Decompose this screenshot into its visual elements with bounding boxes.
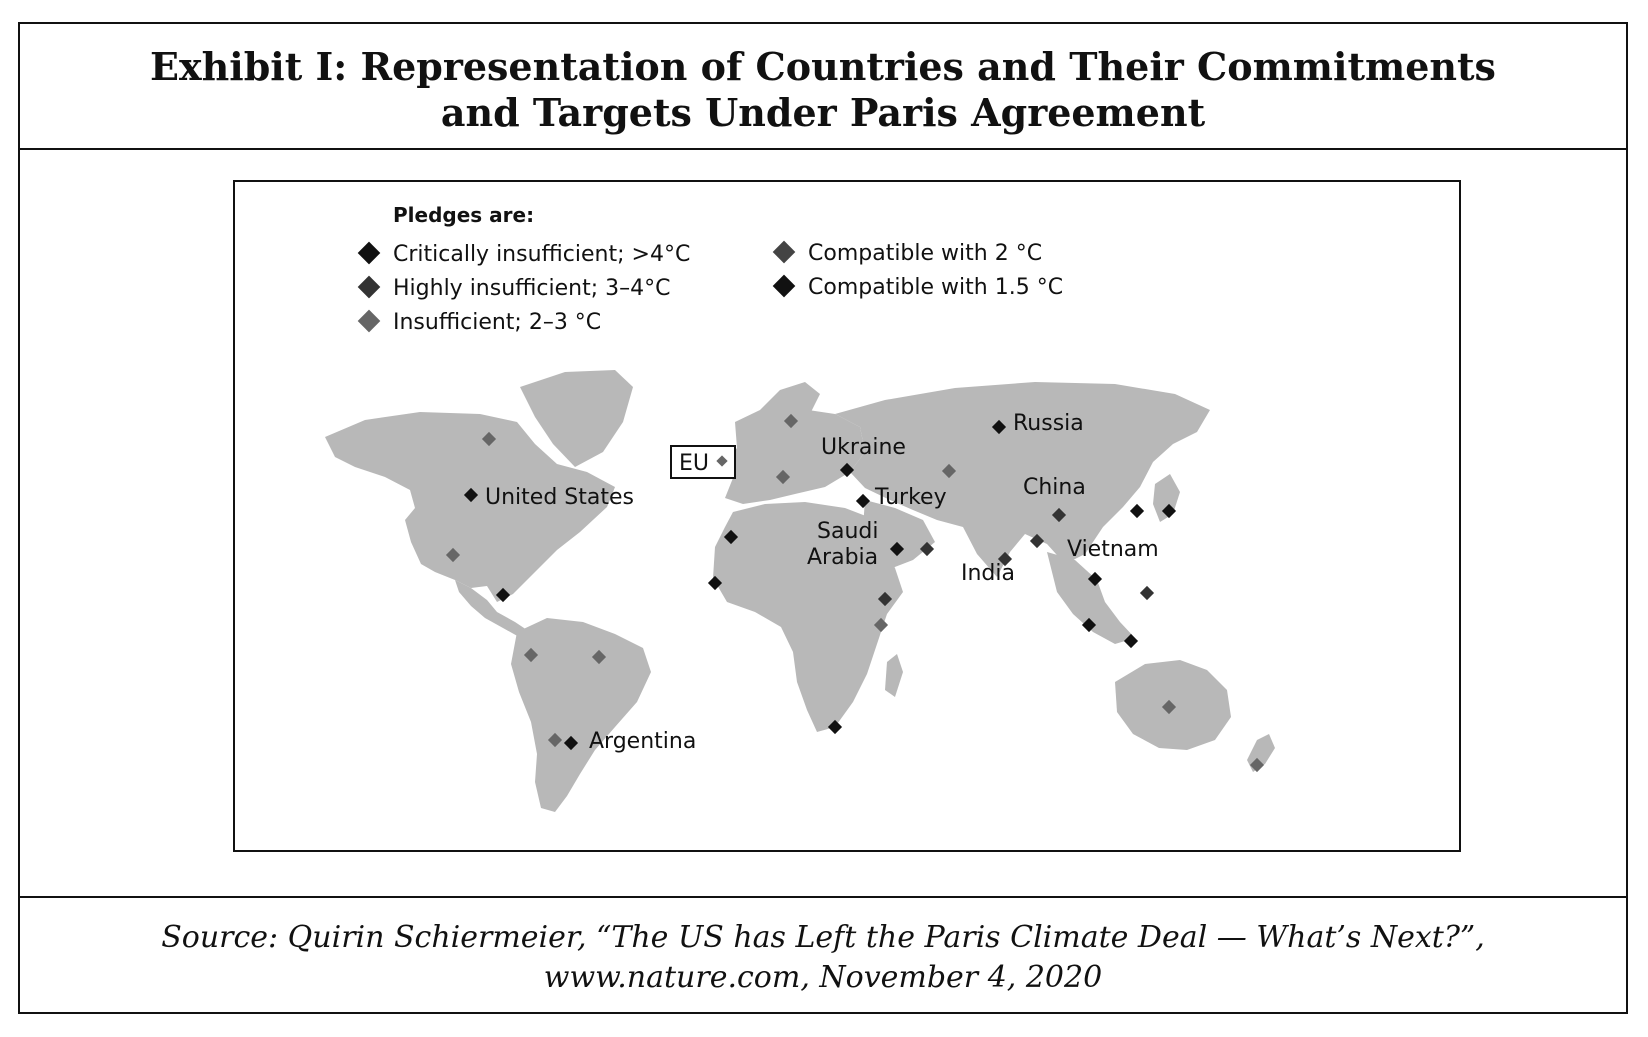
legend-label-compatible-2c: Compatible with 2 °C bbox=[808, 241, 1042, 266]
map-panel: Pledges are: Critically insufficient; >4… bbox=[233, 180, 1461, 852]
marker-indonesia bbox=[1123, 633, 1139, 649]
label-turkey: Turkey bbox=[874, 485, 947, 510]
marker-india bbox=[997, 551, 1013, 567]
marker-mexico bbox=[445, 547, 461, 563]
marker-morocco bbox=[723, 529, 739, 545]
marker-united-states bbox=[463, 487, 479, 503]
landmass-africa bbox=[713, 502, 903, 732]
source-citation-line-1: Source: Quirin Schiermeier, “The US has … bbox=[161, 920, 1485, 955]
marker-brazil bbox=[591, 649, 607, 665]
marker-japan bbox=[1161, 503, 1177, 519]
exhibit-title-box: Exhibit I: Representation of Countries a… bbox=[20, 24, 1626, 150]
source-box: Source: Quirin Schiermeier, “The US has … bbox=[20, 898, 1626, 1014]
marker-kazakhstan bbox=[941, 463, 957, 479]
label-china: China bbox=[1023, 475, 1086, 500]
legend-label-compatible-1-5c: Compatible with 1.5 °C bbox=[808, 275, 1063, 300]
figure-area: Pledges are: Critically insufficient; >4… bbox=[20, 150, 1626, 898]
marker-new-zealand bbox=[1249, 757, 1265, 773]
legend-marker-critically-insufficient bbox=[357, 241, 381, 265]
label-saudi-arabia-line-2: Arabia bbox=[807, 545, 878, 570]
marker-norway bbox=[783, 413, 799, 429]
legend-marker-compatible-2c bbox=[772, 240, 796, 264]
marker-iran bbox=[919, 541, 935, 557]
legend-marker-compatible-1-5c bbox=[772, 274, 796, 298]
marker-peru bbox=[523, 647, 539, 663]
marker-chile bbox=[547, 732, 563, 748]
marker-canada bbox=[481, 431, 497, 447]
landmass-north-america bbox=[325, 412, 615, 602]
legend-label-highly-insufficient: Highly insufficient; 3–4°C bbox=[393, 276, 671, 301]
marker-singapore bbox=[1081, 617, 1097, 633]
legend-marker-highly-insufficient bbox=[357, 275, 381, 299]
label-india: India bbox=[961, 561, 1015, 586]
exhibit-title-line-1: Exhibit I: Representation of Countries a… bbox=[150, 44, 1496, 89]
exhibit-frame: Exhibit I: Representation of Countries a… bbox=[18, 22, 1628, 1014]
world-map: Pledges are: Critically insufficient; >4… bbox=[325, 203, 1275, 812]
pledge-markers bbox=[445, 413, 1265, 773]
label-saudi-arabia-line-1: Saudi bbox=[817, 519, 878, 544]
exhibit-title-line-2: and Targets Under Paris Agreement bbox=[440, 90, 1206, 135]
label-vietnam: Vietnam bbox=[1067, 537, 1159, 562]
marker-ukraine bbox=[839, 462, 855, 478]
landmass-greenland bbox=[520, 370, 633, 467]
marker-russia bbox=[991, 419, 1007, 435]
marker-costa-rica bbox=[495, 587, 511, 603]
legend-heading: Pledges are: bbox=[393, 203, 534, 227]
marker-kenya bbox=[873, 617, 889, 633]
landmass-scandinavia bbox=[760, 382, 820, 418]
marker-korea bbox=[1129, 503, 1145, 519]
label-united-states: United States bbox=[485, 485, 634, 510]
marker-eu bbox=[716, 455, 728, 467]
marker-gambia bbox=[707, 575, 723, 591]
marker-turkey bbox=[855, 493, 871, 509]
marker-ethiopia bbox=[877, 591, 893, 607]
marker-china bbox=[1051, 507, 1067, 523]
marker-saudi-arabia bbox=[889, 541, 905, 557]
continents bbox=[325, 370, 1275, 812]
marker-vietnam bbox=[1087, 571, 1103, 587]
label-argentina: Argentina bbox=[589, 729, 696, 754]
landmass-south-america bbox=[511, 618, 651, 812]
landmass-central-america bbox=[455, 580, 527, 638]
marker-switzerland bbox=[775, 469, 791, 485]
legend-marker-insufficient bbox=[357, 309, 381, 333]
legend-label-insufficient: Insufficient; 2–3 °C bbox=[393, 310, 601, 335]
marker-philippines bbox=[1139, 585, 1155, 601]
label-ukraine: Ukraine bbox=[821, 435, 906, 460]
source-citation-line-2: www.nature.com, November 4, 2020 bbox=[543, 960, 1103, 995]
marker-south-africa bbox=[827, 719, 843, 735]
label-eu: EU bbox=[679, 451, 709, 476]
landmass-southeast-asia bbox=[1047, 552, 1135, 644]
landmass-madagascar bbox=[885, 654, 903, 697]
label-russia: Russia bbox=[1013, 411, 1084, 436]
marker-argentina bbox=[563, 735, 579, 751]
marker-bhutan bbox=[1029, 533, 1045, 549]
legend-label-critically-insufficient: Critically insufficient; >4°C bbox=[393, 242, 690, 267]
landmass-asia bbox=[835, 382, 1210, 577]
marker-australia bbox=[1161, 699, 1177, 715]
landmass-europe bbox=[723, 408, 865, 504]
